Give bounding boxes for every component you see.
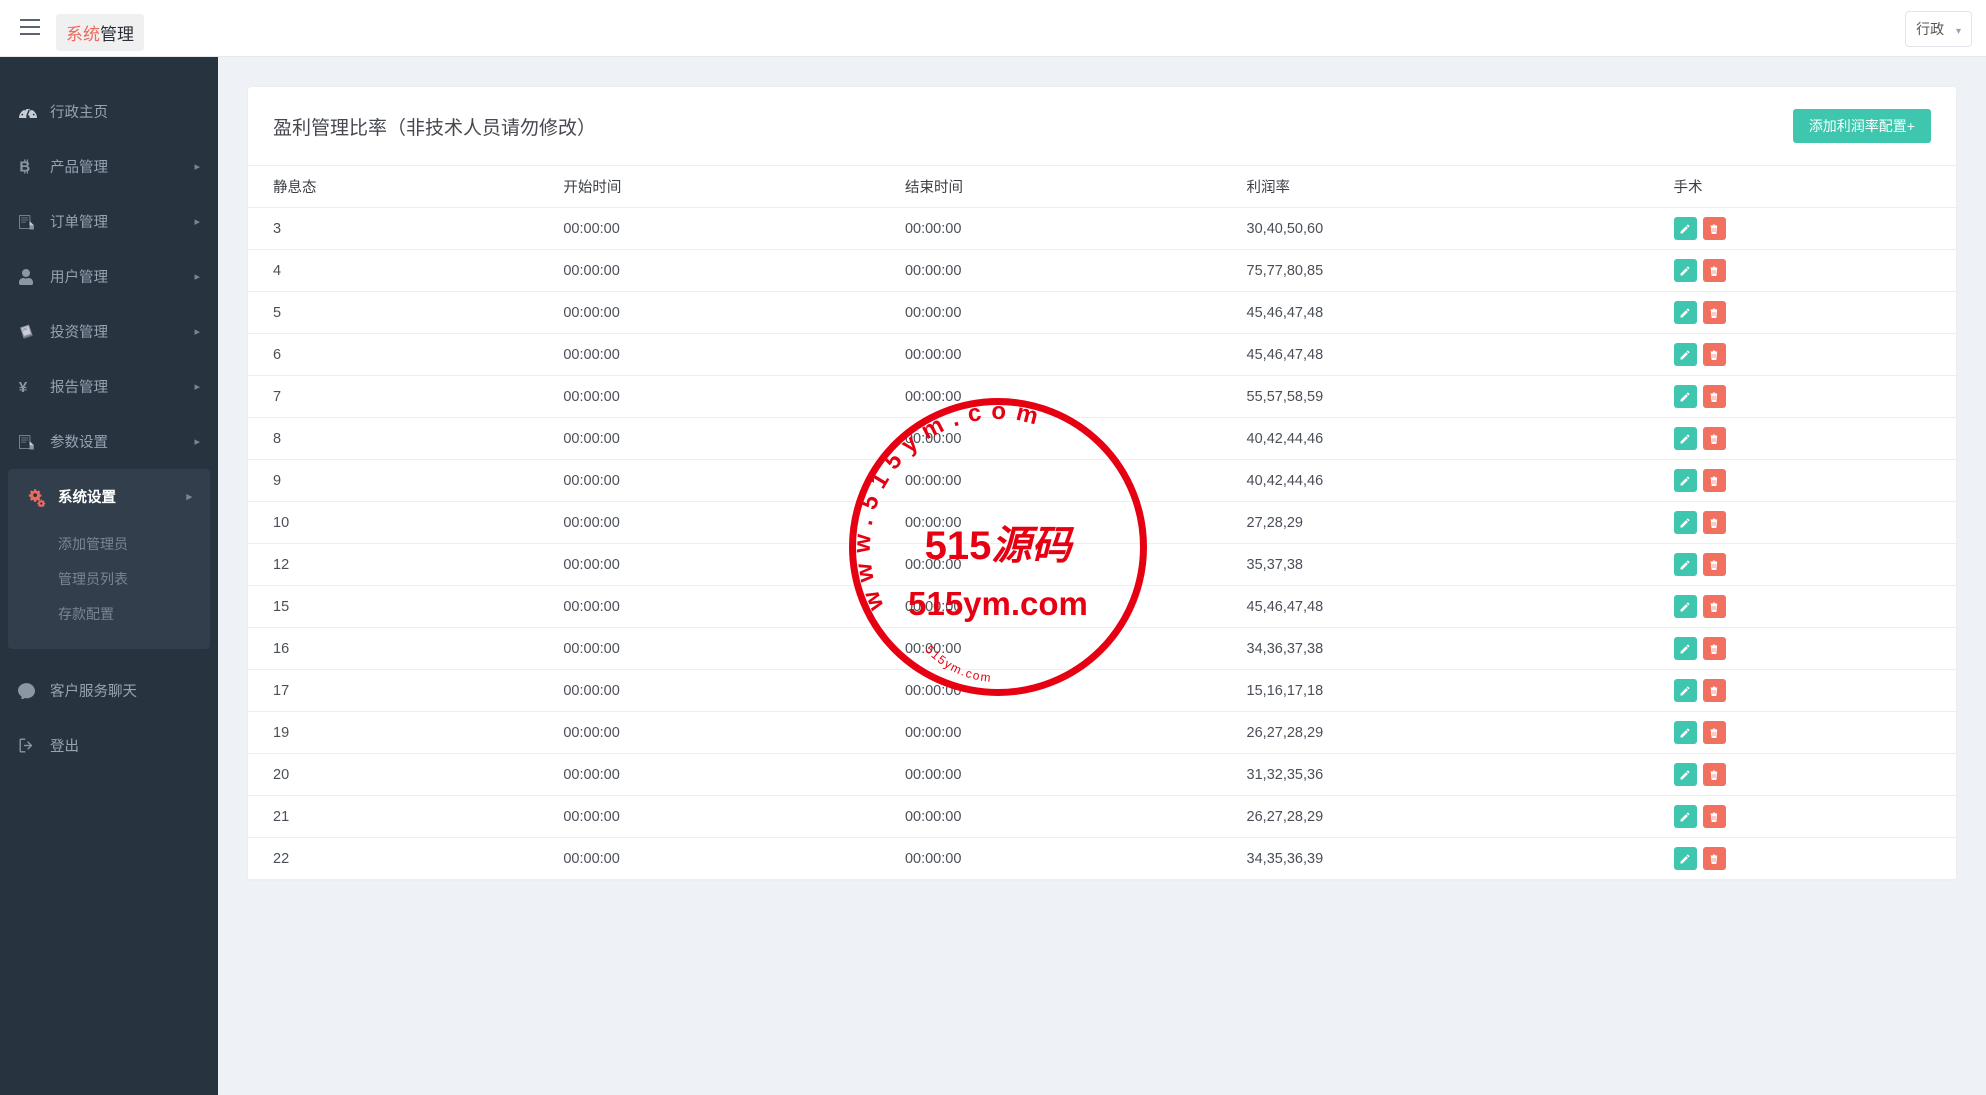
- svg-text:¥: ¥: [19, 379, 28, 395]
